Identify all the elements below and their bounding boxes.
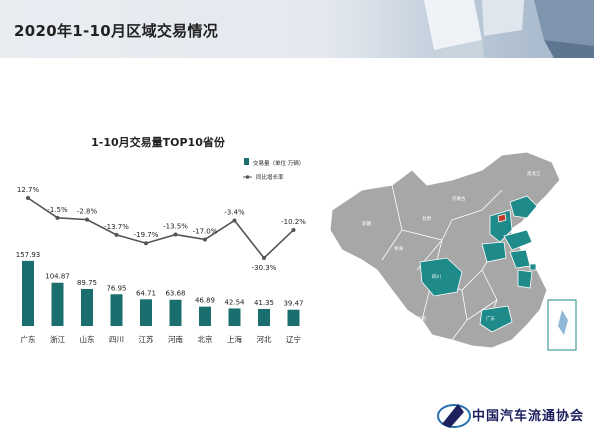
map-label: 西藏 [352, 265, 361, 272]
line-point [291, 227, 296, 232]
line-point [262, 256, 266, 260]
category-label: 北京 [198, 334, 213, 344]
x-axis-labels: 广东 浙江 山东 四川 江苏 河南 北京 上海 河北 辽宁 [21, 334, 302, 344]
line-value-label: -13.5% [163, 223, 188, 231]
line-point [203, 237, 207, 242]
bar-value-label: 89.75 [77, 279, 97, 287]
category-label: 河北 [257, 335, 272, 344]
top10-chart: 1-10月交易量TOP10省份 交易量（单位 万辆） 同比增长率 157.931… [16, 135, 306, 344]
bar-value-label: 64.71 [136, 289, 156, 297]
map-label: 黑龙江 [527, 170, 541, 177]
line-value-label: -13.7% [104, 223, 129, 231]
category-label: 四川 [109, 335, 124, 344]
map-label: 青海 [394, 245, 403, 252]
line-point [173, 232, 178, 237]
bar [169, 299, 182, 326]
province-shandong [503, 229, 533, 251]
bar [140, 299, 152, 326]
line-point [232, 218, 237, 223]
bar-value-label: 39.47 [283, 300, 303, 308]
line-path [27, 197, 295, 260]
line-point [144, 241, 148, 246]
china-map: 新疆 西藏 青海 甘肃 内蒙古 四川 云南 广东 黑龙江 [329, 151, 577, 351]
category-label: 山东 [80, 334, 95, 344]
bar [199, 306, 211, 326]
province-shanghai [529, 263, 537, 271]
line-value-label: -10.2% [281, 218, 306, 226]
map-labels: 新疆 西藏 青海 甘肃 内蒙古 四川 云南 广东 黑龙江 [352, 170, 541, 322]
page-title: 2020年1-10月区域交易情况 [14, 22, 219, 40]
line-point [114, 232, 119, 237]
bar-value-label: 76.95 [106, 284, 126, 292]
legend-line-marker [245, 175, 250, 179]
footer-org-name: 中国汽车流通协会 [472, 409, 585, 424]
province-guangdong [479, 305, 513, 333]
line-point [55, 215, 60, 220]
line-value-label: -3.4% [224, 208, 245, 216]
map-label: 四川 [432, 274, 441, 280]
legend-bar-swatch [244, 158, 249, 165]
province-liaoning [509, 195, 538, 219]
bar [22, 260, 34, 326]
south-sea-islands [558, 310, 568, 335]
category-label: 广东 [21, 334, 36, 344]
bar [81, 288, 93, 326]
bar-value-label: 41.35 [254, 299, 274, 307]
bar-value-label: 104.87 [45, 273, 70, 281]
line-value-label: -19.7% [134, 231, 159, 239]
bar-value-label: 157.93 [16, 251, 41, 259]
bar-value-label: 46.89 [195, 297, 215, 305]
category-label: 河南 [168, 334, 183, 344]
province-zhejiang [517, 269, 533, 289]
category-label: 浙江 [50, 334, 65, 344]
province-sichuan [419, 257, 463, 297]
map-label: 广东 [486, 315, 495, 322]
line-point [26, 196, 30, 200]
bar [258, 308, 270, 326]
legend-bar-label: 交易量（单位 万辆） [253, 159, 304, 167]
decorative-cubes [424, 0, 594, 58]
legend: 交易量（单位 万辆） 同比增长率 [243, 158, 304, 181]
highlighted-provinces [419, 195, 538, 333]
province-henan [481, 241, 507, 263]
cada-logo [437, 404, 471, 428]
map-label: 甘肃 [422, 215, 431, 222]
map-label: 内蒙古 [452, 195, 466, 202]
chart-title: 1-10月交易量TOP10省份 [91, 135, 226, 149]
bar-value-label: 42.54 [224, 298, 245, 306]
legend-line-label: 同比增长率 [256, 173, 284, 181]
bar-value-label: 63.68 [165, 290, 185, 298]
province-beijing [497, 213, 507, 223]
line-series: 12.7% -1.5% -2.8% -13.7% -19.7% -13.5% -17.0% -… [17, 186, 306, 272]
map-label: 新疆 [362, 220, 371, 227]
category-label: 江苏 [139, 334, 154, 344]
map-label: 云南 [417, 315, 426, 322]
bar-series: 157.93 104.87 89.75 76.95 64.71 63.68 46.89 42.… [16, 251, 304, 326]
bar [51, 282, 64, 326]
line-point [85, 217, 89, 222]
line-value-label: -2.8% [77, 208, 98, 216]
category-label: 上海 [227, 334, 242, 344]
bar [287, 309, 300, 326]
bar [110, 294, 123, 326]
header-banner: 2020年1-10月区域交易情况 [0, 0, 594, 58]
line-value-label: -30.3% [252, 264, 277, 272]
line-value-label: -1.5% [47, 206, 68, 214]
category-label: 辽宁 [286, 334, 301, 344]
bar [228, 308, 241, 326]
line-value-label: -17.0% [193, 227, 218, 235]
line-value-label: 12.7% [17, 186, 40, 194]
